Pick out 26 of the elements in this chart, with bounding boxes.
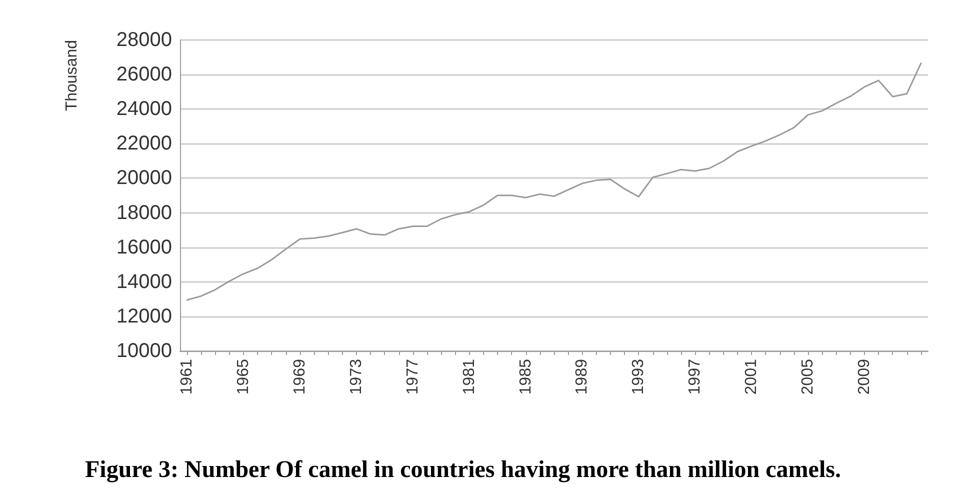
x-tick-label: 1961 (178, 358, 196, 395)
x-tick-label: 1965 (235, 358, 252, 395)
x-tick-label: 1969 (291, 358, 308, 395)
y-tick-label: 10000 (116, 340, 172, 362)
x-tick-label: 1985 (517, 358, 534, 395)
y-tick-label: 28000 (116, 29, 172, 51)
y-tick-label: 26000 (116, 64, 172, 86)
y-tick-label: 24000 (116, 98, 172, 120)
y-tick-label: 20000 (116, 167, 172, 190)
x-tick-label: 1973 (348, 358, 365, 395)
text: Figure 3: Number Of camel in countries having more than million camels. (85, 457, 841, 483)
y-axis-title: Thousand (64, 40, 80, 112)
y-tick-label: 12000 (116, 305, 172, 328)
y-tick-label: 14000 (116, 270, 172, 293)
x-tick-label: 2005 (800, 358, 817, 395)
x-tick-label: 2001 (743, 358, 760, 395)
x-tick-label: 2009 (856, 358, 873, 395)
x-tick-label: 1997 (686, 358, 704, 395)
x-tick-label: 1981 (460, 358, 478, 395)
y-tick-label: 18000 (116, 202, 172, 224)
y-tick-label: 22000 (116, 132, 172, 155)
y-tick-label: 16000 (116, 236, 172, 258)
line-series (186, 62, 922, 301)
x-tick-label: 1993 (630, 358, 648, 395)
x-tick-label: 1989 (574, 358, 591, 395)
x-tick-label: 1977 (404, 358, 422, 395)
